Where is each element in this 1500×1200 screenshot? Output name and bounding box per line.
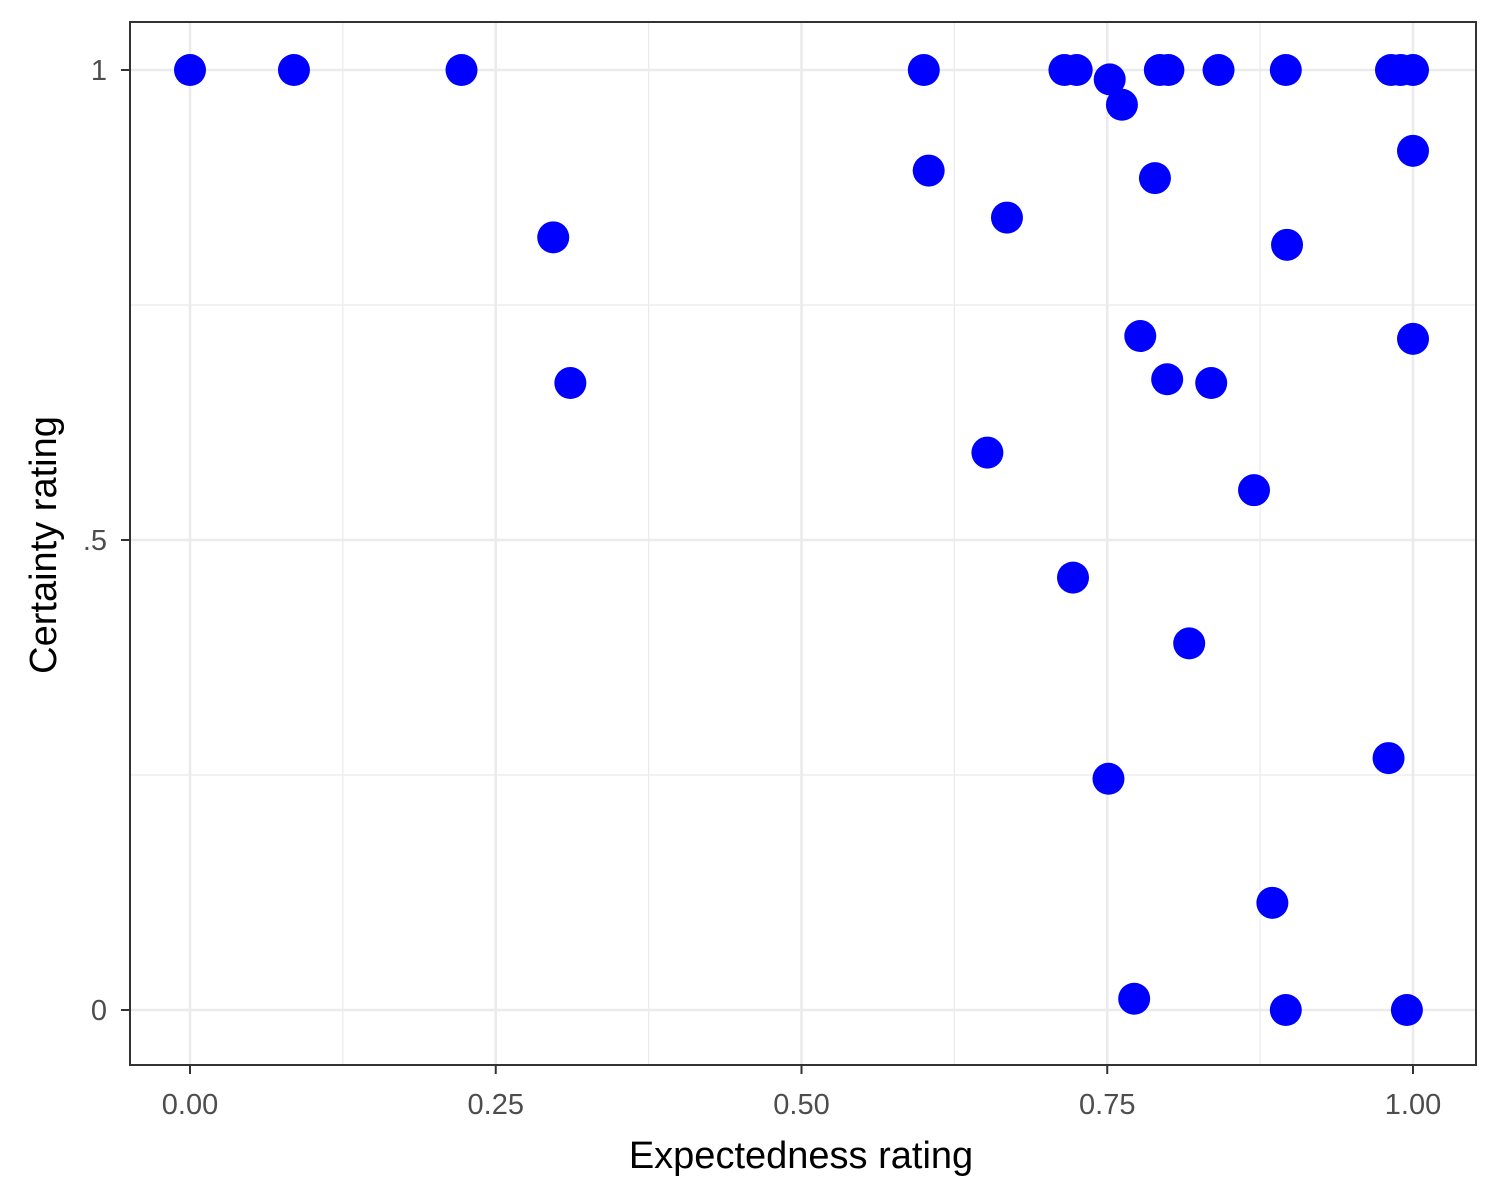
- data-point: [1390, 994, 1423, 1026]
- grid-lines: [130, 22, 1476, 1065]
- y-tick-label: 1: [91, 55, 107, 87]
- data-point: [1269, 994, 1302, 1026]
- panel-border: [129, 21, 1477, 1066]
- data-point: [1105, 88, 1138, 121]
- data-point: [1093, 63, 1126, 96]
- x-tick-label: 0.00: [162, 1089, 218, 1121]
- data-point: [1271, 228, 1304, 261]
- data-point: [1202, 54, 1235, 86]
- data-point: [1269, 54, 1302, 86]
- data-point: [1151, 363, 1184, 396]
- data-point: [1195, 367, 1228, 400]
- x-tick-label: 0.75: [1079, 1089, 1135, 1121]
- data-point: [1256, 886, 1289, 919]
- data-point: [1238, 474, 1271, 507]
- axes: 0.00 0.25 0.50 0.75 1.00 0 .5 1: [83, 55, 1441, 1121]
- data-point: [1397, 322, 1429, 355]
- data-point: [1092, 762, 1125, 795]
- data-point: [277, 54, 310, 86]
- data-point: [907, 54, 940, 86]
- y-tick-label: .5: [83, 525, 107, 557]
- data-point: [1118, 982, 1151, 1015]
- data-point: [1124, 320, 1157, 353]
- data-point: [1152, 54, 1185, 86]
- data-point: [990, 201, 1023, 234]
- data-point: [445, 54, 478, 86]
- data-point: [1397, 54, 1429, 86]
- data-point: [1138, 162, 1171, 195]
- x-axis-title: Expectedness rating: [629, 1135, 973, 1177]
- data-point: [1057, 561, 1090, 594]
- x-tick-label: 0.50: [773, 1089, 829, 1121]
- data-point: [912, 154, 945, 187]
- data-point: [1173, 627, 1206, 660]
- data-point: [537, 221, 570, 254]
- data-points: [174, 54, 1429, 1026]
- data-point: [174, 54, 206, 86]
- data-point: [1372, 742, 1405, 775]
- x-tick-label: 1.00: [1385, 1089, 1441, 1121]
- data-point: [554, 367, 587, 400]
- data-point: [1397, 134, 1429, 167]
- y-tick-label: 0: [91, 995, 107, 1027]
- y-axis-title: Certainty rating: [23, 416, 65, 674]
- data-point: [1060, 54, 1093, 86]
- x-tick-label: 0.25: [468, 1089, 524, 1121]
- data-point: [971, 436, 1004, 469]
